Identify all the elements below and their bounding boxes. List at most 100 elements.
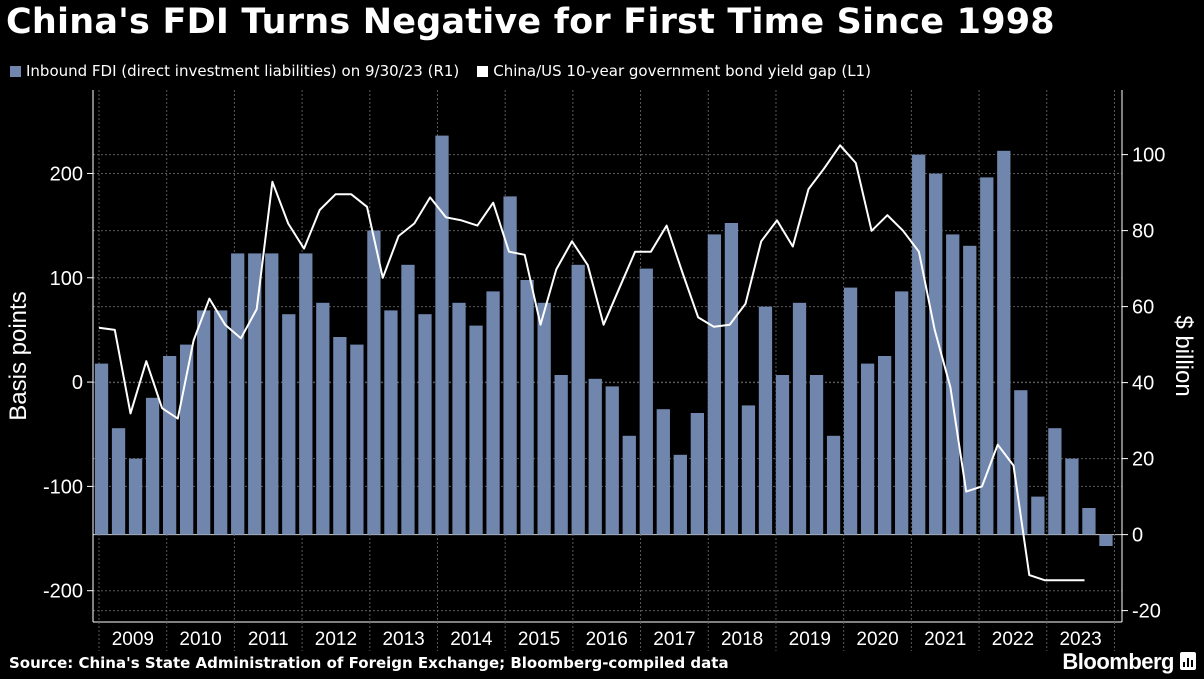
left-axis-tick-label: 200 [50,163,83,185]
legend-item-fdi: Inbound FDI (direct investment liabiliti… [10,62,459,80]
x-axis-year-label: 2011 [248,629,289,650]
fdi-bar [673,454,687,535]
fdi-bar [401,264,415,535]
source-note: Source: China's State Administration of … [9,654,729,672]
legend: Inbound FDI (direct investment liabiliti… [10,62,871,80]
fdi-bar [622,435,636,535]
fdi-bar [724,223,739,535]
fdi-bar [792,302,807,535]
fdi-bar [435,135,449,535]
fdi-bar [980,177,994,535]
x-axis-year-label: 2020 [856,629,898,650]
x-axis-year-label: 2019 [789,629,831,650]
chart-title: China's FDI Turns Negative for First Tim… [6,2,1055,42]
fdi-bar [111,428,126,535]
left-axis-title: Basis points [5,291,32,420]
fdi-bar [826,435,841,535]
x-axis-year-label: 2010 [179,629,221,650]
fdi-bar [299,253,313,535]
legend-swatch-fdi [10,65,21,77]
fdi-bar [946,234,960,535]
fdi-bar [282,314,296,535]
fdi-bar [452,302,466,535]
fdi-bar [1065,458,1079,535]
right-axis-tick-label: -20 [1132,601,1161,623]
left-axis-tick-label: -100 [43,476,83,498]
fdi-bar [690,413,705,535]
x-axis-year-label: 2013 [382,629,424,650]
fdi-bar [537,302,551,535]
legend-label-yield-gap: China/US 10-year government bond yield g… [493,62,871,80]
fdi-bar [997,150,1011,535]
fdi-bar [554,375,568,535]
legend-item-yield-gap: China/US 10-year government bond yield g… [477,62,871,80]
yield-gap-line [98,144,1085,582]
fdi-bar [248,253,262,535]
bloomberg-bars-icon [1180,652,1196,670]
x-axis-year-label: 2023 [1059,629,1101,650]
fdi-bar [1031,496,1045,535]
fdi-bar [520,280,534,535]
fdi-bar [741,405,756,535]
fdi-bar [214,310,228,535]
fdi-bar [145,397,160,535]
fdi-bar [316,302,330,535]
fdi-bar [588,378,602,535]
left-axis-tick-label: 100 [50,268,83,290]
fdi-bar [860,363,875,535]
x-axis-year-label: 2017 [653,629,695,650]
fdi-bar [1082,508,1096,535]
legend-swatch-yield-gap [477,65,489,77]
fdi-bar [162,356,177,535]
bloomberg-logo: Bloomberg [1062,649,1174,674]
fdi-bar [231,253,245,535]
fdi-bar [197,310,211,535]
right-axis-tick-label: 40 [1132,373,1154,395]
fdi-bar [707,234,722,535]
fdi-bar [775,375,790,535]
x-axis-year-label: 2012 [315,629,357,650]
fdi-bar [1099,534,1113,546]
fdi-bar [469,325,483,535]
x-axis-year-label: 2014 [450,629,493,650]
fdi-bar [384,310,398,535]
fdi-bar [1048,428,1062,535]
fdi-bar [895,291,909,535]
x-axis-year-label: 2018 [721,629,763,650]
fdi-bar [128,458,143,535]
right-axis-tick-label: 60 [1132,297,1154,319]
right-axis-tick-label: 100 [1132,145,1165,167]
fdi-bar [418,314,432,535]
right-axis-tick-label: 20 [1132,449,1154,471]
x-axis-year-label: 2015 [518,629,560,650]
fdi-bar [809,375,824,535]
fdi-bar [912,154,926,535]
fdi-bar [333,337,347,535]
x-axis-year-label: 2022 [992,629,1034,650]
right-axis-title: $ billion [1170,315,1197,396]
fdi-bar [503,196,517,535]
fdi-bar [758,306,773,535]
left-axis-tick-label: 0 [72,372,83,394]
fdi-bar [605,386,619,535]
x-axis-year-label: 2021 [924,629,966,650]
fdi-bar [486,291,500,535]
left-axis-tick-label: -200 [43,581,83,603]
right-axis-tick-label: 0 [1132,525,1143,547]
fdi-bar [963,245,977,535]
right-axis-tick-label: 80 [1132,221,1154,243]
fdi-bar [350,344,364,535]
fdi-bar [367,230,381,535]
fdi-bar [877,356,892,535]
legend-label-fdi: Inbound FDI (direct investment liabiliti… [26,62,460,80]
fdi-bar [94,363,109,535]
fdi-bar [639,268,653,535]
fdi-bar [843,287,858,535]
fdi-bar [656,409,670,535]
x-axis-year-label: 2009 [112,629,154,650]
fdi-bar [929,173,943,535]
fdi-bar [571,264,585,535]
x-axis-year-label: 2016 [586,629,628,650]
fdi-bar [265,253,279,535]
